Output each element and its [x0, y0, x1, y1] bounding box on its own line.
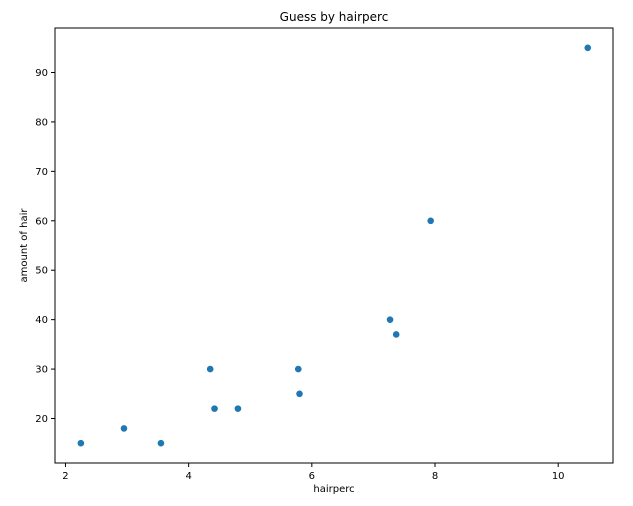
y-tick-label: 80	[35, 117, 48, 128]
data-points	[77, 44, 592, 447]
y-tick-label: 60	[35, 216, 48, 227]
y-tick-label: 30	[35, 365, 48, 376]
scatter-point	[211, 405, 218, 412]
x-axis: 2 4 6 8 10	[62, 463, 565, 482]
scatter-point	[392, 331, 400, 338]
scatter-point	[234, 405, 242, 412]
y-tick-label: 40	[35, 315, 48, 326]
x-tick-label: 4	[185, 471, 191, 482]
y-tick-label: 90	[35, 68, 48, 79]
scatter-point	[296, 390, 303, 398]
scatter-point	[206, 365, 214, 373]
x-tick-label: 10	[552, 471, 565, 482]
scatter-point	[427, 217, 434, 225]
y-tick-label: 20	[35, 414, 48, 425]
plot-area-frame	[54, 27, 614, 464]
x-tick-label: 2	[62, 471, 68, 482]
scatter-point	[294, 365, 302, 373]
x-tick-label: 8	[432, 471, 438, 482]
x-tick-label: 6	[309, 471, 315, 482]
x-axis-title: hairperc	[313, 484, 354, 495]
y-tick-label: 70	[35, 167, 48, 178]
y-axis: 20 30 40 50 60 70 80 90	[35, 68, 55, 425]
scatter-point	[584, 44, 592, 52]
chart-title: Guess by hairperc	[280, 10, 389, 24]
scatter-point	[77, 439, 85, 447]
scatter-point	[120, 425, 128, 432]
y-tick-label: 50	[35, 266, 48, 277]
scatter-point	[386, 316, 394, 323]
scatter-point	[157, 439, 165, 447]
y-axis-title: amount of hair	[19, 208, 30, 283]
